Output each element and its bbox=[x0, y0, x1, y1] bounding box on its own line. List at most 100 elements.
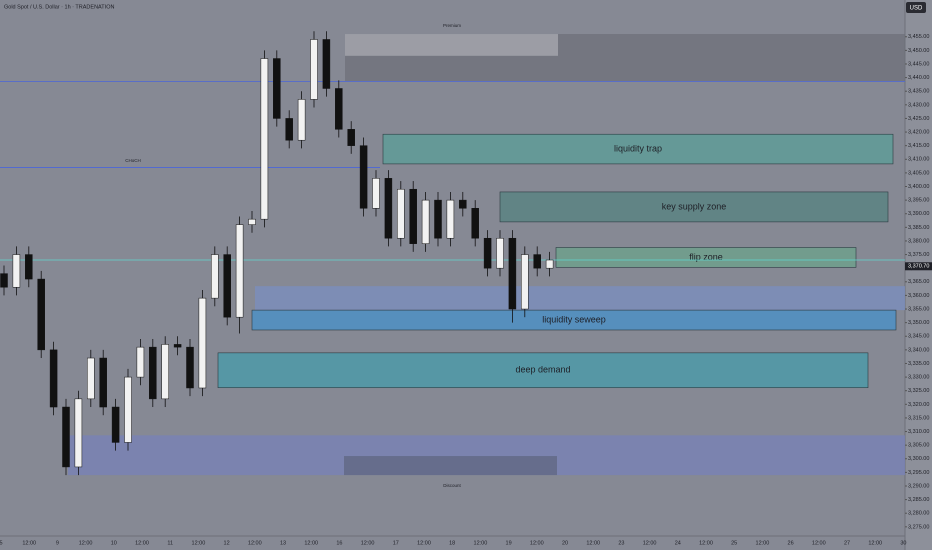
candle-body bbox=[508, 237, 517, 310]
x-tick-label: 12:00 bbox=[868, 540, 882, 546]
zone-label: liquidity trap bbox=[614, 143, 662, 153]
candle-body bbox=[521, 254, 529, 310]
zone bbox=[555, 247, 857, 268]
candle-body bbox=[384, 178, 393, 239]
candle-body bbox=[62, 406, 70, 468]
candle-body bbox=[533, 254, 541, 269]
y-tick-label: 3,290.00 bbox=[908, 483, 929, 489]
y-tick-label: 3,355.00 bbox=[908, 306, 929, 312]
x-tick-label: 11 bbox=[167, 540, 173, 546]
candle-body bbox=[545, 259, 554, 269]
chart-title: Gold Spot / U.S. Dollar · 1h · TRADENATI… bbox=[4, 4, 114, 10]
y-tick-label: 3,385.00 bbox=[908, 225, 929, 231]
y-tick-label: 3,325.00 bbox=[908, 388, 929, 394]
candle-body bbox=[260, 58, 269, 220]
y-tick-label: 3,425.00 bbox=[908, 116, 929, 122]
y-tick-label: 3,275.00 bbox=[908, 524, 929, 530]
y-tick-label: 3,455.00 bbox=[908, 34, 929, 40]
x-tick-label: 19 bbox=[506, 540, 512, 546]
candle-body bbox=[223, 254, 231, 318]
zone bbox=[251, 309, 897, 331]
x-tick-label: 12:00 bbox=[192, 540, 206, 546]
y-tick-label: 3,295.00 bbox=[908, 470, 929, 476]
candle-body bbox=[12, 254, 21, 288]
x-tick-label: 16 bbox=[336, 540, 342, 546]
candle-body bbox=[248, 218, 256, 225]
y-tick-label: 3,305.00 bbox=[908, 443, 929, 449]
candle-body bbox=[310, 39, 318, 100]
candle-body bbox=[0, 273, 8, 288]
y-tick-label: 3,390.00 bbox=[908, 211, 929, 217]
candle-body bbox=[211, 254, 219, 299]
x-tick-label: 12:00 bbox=[699, 540, 713, 546]
candle-body bbox=[285, 118, 293, 141]
currency-box bbox=[906, 2, 926, 13]
x-tick-label: 17 bbox=[393, 540, 399, 546]
x-tick-label: 12:00 bbox=[643, 540, 657, 546]
y-tick-label: 3,300.00 bbox=[908, 456, 929, 462]
candle-body bbox=[235, 224, 244, 318]
x-tick-label: 5 bbox=[0, 540, 3, 546]
y-tick-label: 3,445.00 bbox=[908, 61, 929, 67]
candle-body bbox=[359, 145, 368, 209]
zone bbox=[217, 352, 869, 389]
last-price-label: 3,370.70 bbox=[908, 264, 929, 270]
y-tick-label: 3,415.00 bbox=[908, 143, 929, 149]
candle-body bbox=[111, 406, 120, 443]
y-tick-label: 3,350.00 bbox=[908, 320, 929, 326]
zone bbox=[499, 191, 889, 223]
candle-body bbox=[124, 376, 132, 443]
y-tick-label: 3,405.00 bbox=[908, 170, 929, 176]
candle-body bbox=[322, 39, 331, 89]
x-tick-label: 12:00 bbox=[756, 540, 770, 546]
candle-body bbox=[446, 199, 455, 239]
zone-label: flip zone bbox=[689, 252, 723, 262]
x-tick-label: 12:00 bbox=[135, 540, 149, 546]
candle-body bbox=[136, 346, 145, 378]
x-tick-label: 12:00 bbox=[79, 540, 93, 546]
annotation: CHoCH bbox=[125, 158, 141, 163]
x-tick-label: 20 bbox=[562, 540, 568, 546]
candle-body bbox=[49, 349, 58, 408]
candle-body bbox=[161, 344, 169, 400]
last-price-badge bbox=[905, 262, 932, 271]
x-tick-label: 12:00 bbox=[586, 540, 600, 546]
candle-body bbox=[87, 357, 95, 400]
candle-body bbox=[25, 254, 33, 280]
x-tick-label: 25 bbox=[731, 540, 737, 546]
candle-body bbox=[421, 199, 430, 244]
price-axis bbox=[905, 0, 932, 550]
y-tick-label: 3,280.00 bbox=[908, 511, 929, 517]
zone-label: key supply zone bbox=[662, 201, 727, 211]
y-tick-label: 3,365.00 bbox=[908, 279, 929, 285]
candle-body bbox=[198, 297, 207, 389]
candle-body bbox=[335, 88, 343, 130]
x-tick-label: 12:00 bbox=[417, 540, 431, 546]
zone-label: liquidity seweep bbox=[542, 314, 606, 324]
candle-body bbox=[372, 178, 380, 209]
candle-body bbox=[186, 346, 194, 389]
y-tick-label: 3,410.00 bbox=[908, 157, 929, 163]
x-tick-label: 26 bbox=[788, 540, 794, 546]
x-tick-label: 12:00 bbox=[248, 540, 262, 546]
y-tick-label: 3,435.00 bbox=[908, 89, 929, 95]
x-tick-label: 18 bbox=[449, 540, 455, 546]
candle-body bbox=[347, 129, 355, 146]
y-tick-label: 3,285.00 bbox=[908, 497, 929, 503]
y-tick-label: 3,395.00 bbox=[908, 198, 929, 204]
zone bbox=[255, 286, 905, 311]
currency: USD bbox=[910, 6, 923, 12]
x-tick-label: 12:00 bbox=[22, 540, 36, 546]
y-tick-label: 3,375.00 bbox=[908, 252, 929, 258]
x-tick-label: 27 bbox=[844, 540, 850, 546]
candle-body bbox=[74, 398, 83, 468]
zone bbox=[344, 456, 557, 476]
y-tick-label: 3,440.00 bbox=[908, 75, 929, 81]
candle-body bbox=[397, 188, 405, 239]
x-tick-label: 23 bbox=[618, 540, 624, 546]
y-tick-label: 3,335.00 bbox=[908, 361, 929, 367]
candle-body bbox=[496, 237, 504, 269]
x-tick-label: 12:00 bbox=[474, 540, 488, 546]
candle-body bbox=[149, 346, 157, 400]
